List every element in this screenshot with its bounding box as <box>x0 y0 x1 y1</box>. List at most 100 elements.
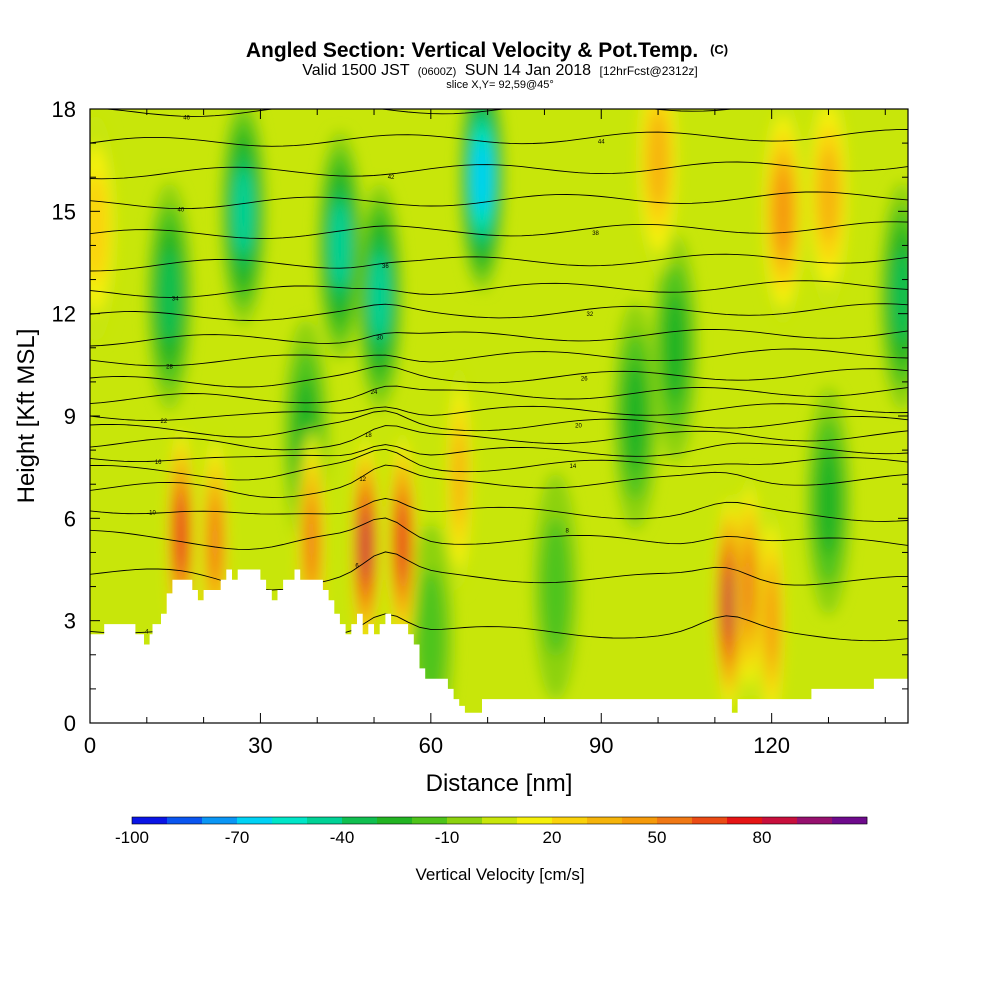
updraft-level <box>90 174 108 283</box>
updraft-core-4 <box>388 428 417 657</box>
updraft-level <box>818 147 839 241</box>
updraft-level <box>743 547 755 626</box>
y-tick-label: 9 <box>64 404 76 429</box>
updraft-core-11 <box>806 109 851 309</box>
x-tick-label: 90 <box>589 733 613 758</box>
isentrope-10 <box>90 497 908 522</box>
chart-title-text: Angled Section: Vertical Velocity & Pot.… <box>246 39 698 62</box>
isentrope-38 <box>90 221 908 239</box>
updraft-level <box>723 569 735 638</box>
y-tick-label: 15 <box>52 199 76 224</box>
updraft-core-12 <box>90 114 119 343</box>
slice-info: slice X,Y= 92,59@45° <box>446 79 554 91</box>
y-tick-label: 3 <box>64 609 76 634</box>
updraft-level <box>305 503 318 582</box>
downdraft-core-0 <box>459 109 505 292</box>
updraft-level <box>360 511 371 580</box>
colorbar-swatch <box>622 817 658 824</box>
colorbar-swatch <box>797 817 833 824</box>
updraft-level <box>765 578 778 663</box>
downdraft-core-4 <box>147 182 192 411</box>
downdraft-level <box>473 140 491 215</box>
downdraft-core-1 <box>357 182 403 411</box>
chart-title: Angled Section: Vertical Velocity & Pot.… <box>246 39 728 62</box>
isentrope-label: 20 <box>575 424 582 430</box>
x-tick-label: 0 <box>84 733 96 758</box>
isentrope-36 <box>90 253 908 272</box>
downdraft-core-3 <box>317 131 363 360</box>
updraft-core-10 <box>760 109 806 326</box>
valid-zulu: (0600Z) <box>418 66 457 78</box>
updraft-level <box>452 430 466 524</box>
downdraft-level <box>891 250 908 344</box>
colorbar: -100 -70 -40 -10 20 50 80 <box>115 816 868 847</box>
isentrope-label: 22 <box>161 419 168 425</box>
colorbar-tick-label: 80 <box>753 828 772 847</box>
isentrope-label: 12 <box>359 477 366 483</box>
colorbar-tick-label: -40 <box>330 828 355 847</box>
isentrope-28 <box>90 348 908 367</box>
isentrope-18 <box>90 425 908 451</box>
isentrope-12 <box>90 464 908 498</box>
isentrope-8 <box>90 517 908 550</box>
forecast-info: [12hrFcst@2312z] <box>600 64 698 78</box>
updraft-core-7 <box>734 472 763 701</box>
isentrope-label: 24 <box>371 390 378 396</box>
y-tick-label: 12 <box>52 302 76 327</box>
colorbar-swatch <box>342 817 378 824</box>
colorbar-swatch <box>202 817 238 824</box>
isentrope-24 <box>90 385 908 405</box>
colorbar-swatch <box>657 817 693 824</box>
colorbar-swatch <box>412 817 448 824</box>
isentrope-44 <box>90 129 908 147</box>
isentrope-16 <box>90 442 908 463</box>
isentrope-label: 28 <box>166 365 173 371</box>
terrain-mask <box>90 569 908 723</box>
chart-title-suffix: (C) <box>710 42 728 57</box>
isentrope-label: 10 <box>149 511 156 517</box>
downdraft-core-8 <box>879 182 908 411</box>
colorbar-swatch <box>832 817 868 824</box>
x-tick-label: 120 <box>753 733 790 758</box>
isentrope-label: 42 <box>388 175 395 181</box>
potential-temperature-contours: 4681012141618202224262830323436384042444… <box>90 109 908 642</box>
colorbar-swatch <box>447 817 483 824</box>
isentrope-label: 16 <box>155 460 162 466</box>
isentrope-label: 26 <box>581 376 588 382</box>
isentrope-label: 8 <box>565 529 569 535</box>
colorbar-swatch <box>727 817 763 824</box>
y-axis-title: Height [Kft MSL] <box>13 329 40 504</box>
isentrope-label: 30 <box>376 335 383 341</box>
downdraft-level <box>370 254 390 339</box>
isentrope-14 <box>90 448 908 481</box>
downdraft-level <box>816 447 841 556</box>
isentrope-label: 6 <box>355 563 359 569</box>
y-tick-label: 0 <box>64 711 76 736</box>
colorbar-tick-label: -10 <box>435 828 460 847</box>
updraft-level <box>397 506 408 578</box>
isentrope-label: 32 <box>587 312 594 318</box>
isentrope-30 <box>90 328 908 347</box>
colorbar-swatch <box>482 817 518 824</box>
isentrope-40 <box>90 191 908 210</box>
colorbar-frame <box>131 816 868 825</box>
colorbar-swatch <box>517 817 553 824</box>
vertical-velocity-field <box>90 109 908 723</box>
downdraft-level <box>541 517 571 656</box>
isentrope-label: 4 <box>145 630 149 636</box>
isentrope-20 <box>90 410 908 438</box>
isentrope-label: 34 <box>172 296 179 302</box>
plot-area: 4681012141618202224262830323436384042444… <box>90 109 908 723</box>
colorbar-tick-label: -70 <box>225 828 250 847</box>
colorbar-swatch <box>692 817 728 824</box>
updraft-level <box>647 113 669 207</box>
downdraft-core-7 <box>806 387 851 616</box>
isentrope-label: 14 <box>570 464 577 470</box>
colorbar-tick-label: -100 <box>115 828 149 847</box>
colorbar-tick-label: 50 <box>648 828 667 847</box>
isentrope-label: 40 <box>178 208 185 214</box>
isentrope-34 <box>90 280 908 298</box>
updraft-core-5 <box>445 363 474 592</box>
